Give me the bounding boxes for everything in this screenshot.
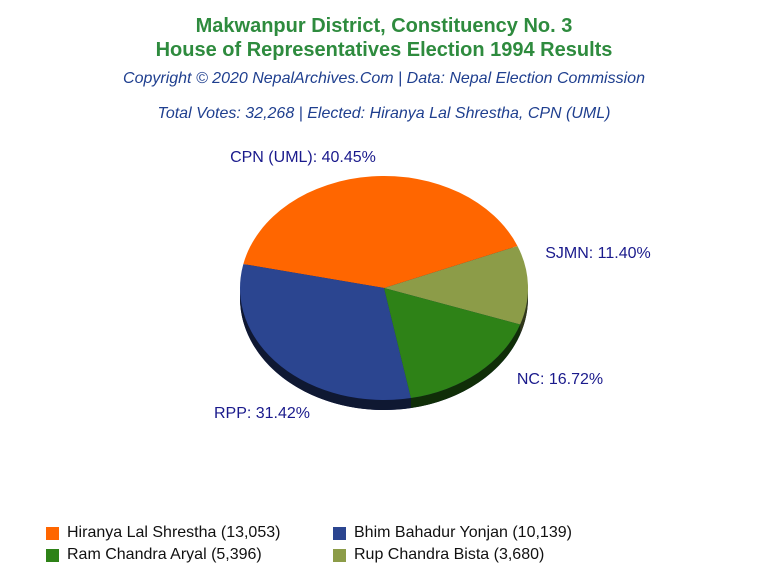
legend-item: Rup Chandra Bista (3,680) <box>333 546 544 564</box>
legend-label: Bhim Bahadur Yonjan (10,139) <box>354 524 572 541</box>
legend-label: Ram Chandra Aryal (5,396) <box>67 546 262 563</box>
slice-label-cpn-uml: CPN (UML): 40.45% <box>230 149 376 166</box>
pie-slice-rpp[interactable] <box>240 264 411 401</box>
legend-swatch <box>333 526 346 540</box>
chart-title-line1: Makwanpur District, Constituency No. 3 <box>195 15 573 37</box>
chart-title-line2: House of Representatives Election 1994 R… <box>155 39 613 61</box>
pie-slice-nc[interactable] <box>384 288 521 399</box>
slice-label-rpp: RPP: 31.42% <box>214 405 310 422</box>
legend-label: Hiranya Lal Shrestha (13,053) <box>67 524 281 541</box>
pie-slice-sjmn[interactable] <box>384 245 528 325</box>
legend-swatch <box>46 526 59 540</box>
legend-item: Ram Chandra Aryal (5,396) <box>46 546 262 564</box>
legend-label: Rup Chandra Bista (3,680) <box>354 546 545 563</box>
legend-swatch <box>46 548 59 562</box>
legend-item: Bhim Bahadur Yonjan (10,139) <box>333 524 572 542</box>
slice-label-nc: NC: 16.72% <box>517 371 603 388</box>
summary-text: Total Votes: 32,268 | Elected: Hiranya L… <box>157 105 611 122</box>
copyright-text: Copyright © 2020 NepalArchives.Com | Dat… <box>123 70 645 87</box>
legend-item: Hiranya Lal Shrestha (13,053) <box>46 524 280 542</box>
pie-slice-cpn-uml[interactable] <box>243 175 518 288</box>
pie-wall-nc <box>410 324 521 409</box>
pie-wall-sjmn <box>520 288 528 335</box>
legend-swatch <box>333 548 346 562</box>
slice-label-sjmn: SJMN: 11.40% <box>545 245 651 262</box>
